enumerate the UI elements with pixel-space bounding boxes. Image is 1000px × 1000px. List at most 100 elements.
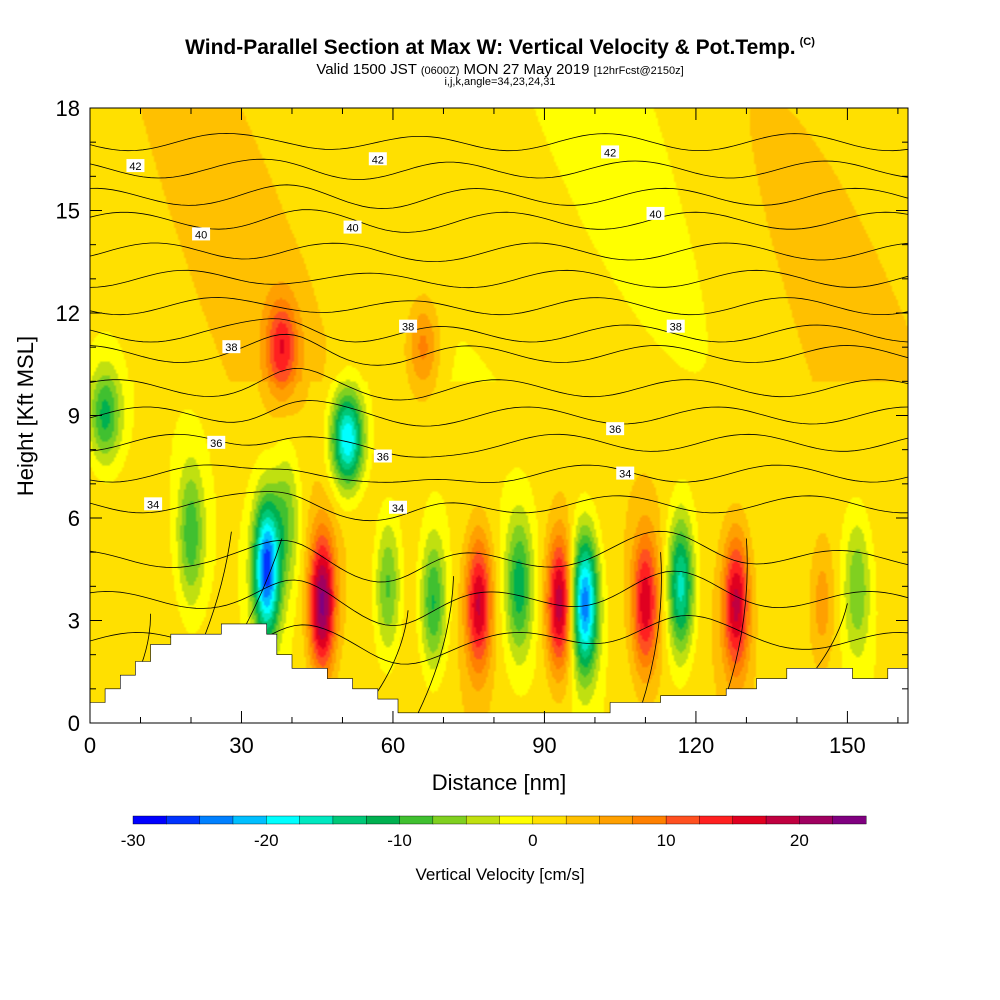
colorbar-title: Vertical Velocity [cm/s] <box>415 865 584 884</box>
theta-label: 36 <box>606 422 625 436</box>
svg-text:38: 38 <box>225 342 237 354</box>
theta-label: 42 <box>368 152 387 166</box>
chart-title: Wind-Parallel Section at Max W: Vertical… <box>185 36 815 59</box>
y-tick-label: 6 <box>68 506 80 531</box>
x-tick-label: 60 <box>381 733 405 758</box>
svg-text:34: 34 <box>619 469 631 481</box>
colorbar-tick-label: 20 <box>790 831 809 850</box>
theta-label: 40 <box>192 227 211 241</box>
chart-subtitle: Valid 1500 JST (0600Z) MON 27 May 2019 [… <box>316 61 684 78</box>
colorbar-swatch <box>532 815 567 825</box>
colorbar-swatch <box>599 815 634 825</box>
theta-contour <box>90 570 908 627</box>
colorbar-swatch <box>699 815 734 825</box>
colorbar: -30 -20 -10 0 10 20 <box>121 815 867 850</box>
svg-text:42: 42 <box>129 161 141 173</box>
theta-contour <box>90 297 908 316</box>
terrain-mask <box>89 623 909 724</box>
theta-label: 36 <box>373 449 392 464</box>
svg-text:42: 42 <box>372 154 384 166</box>
theta-contour <box>90 184 908 209</box>
theta-label: 34 <box>389 500 408 515</box>
theta-label: 34 <box>144 497 163 511</box>
colorbar-tick-label: 10 <box>657 831 676 850</box>
theta-contour <box>90 132 908 152</box>
theta-contour <box>90 400 908 427</box>
colorbar-swatch <box>632 815 667 825</box>
colorbar-tick-label: -30 <box>121 831 146 850</box>
theta-label: 34 <box>616 466 635 481</box>
theta-contour <box>90 209 908 233</box>
theta-label: 40 <box>646 206 665 221</box>
svg-text:40: 40 <box>649 209 661 221</box>
colorbar-swatch <box>299 815 334 825</box>
svg-text:36: 36 <box>210 438 222 450</box>
colorbar-swatch <box>499 815 534 825</box>
colorbar-tick-label: -20 <box>254 831 279 850</box>
theta-contour <box>90 464 908 483</box>
y-axis-title: Height [Kft MSL] <box>13 336 38 496</box>
x-tick-label: 150 <box>829 733 866 758</box>
svg-text:34: 34 <box>392 503 404 515</box>
colorbar-swatch <box>665 815 700 825</box>
colorbar-swatch <box>332 815 367 825</box>
svg-text:34: 34 <box>147 499 159 511</box>
svg-text:40: 40 <box>195 229 207 241</box>
y-tick-label: 3 <box>68 609 80 634</box>
theta-contour <box>90 158 908 180</box>
theta-label: 42 <box>601 145 620 159</box>
theta-label: 36 <box>207 435 226 450</box>
x-tick-label: 120 <box>678 733 715 758</box>
colorbar-tick-label: 0 <box>528 831 537 850</box>
colorbar-swatch <box>266 815 301 825</box>
theta-label: 42 <box>126 159 145 173</box>
theta-contour <box>640 552 662 710</box>
title-mark: (C) <box>799 36 815 48</box>
x-tick-label: 30 <box>229 733 253 758</box>
colorbar-swatch <box>465 815 500 825</box>
colorbar-swatch <box>399 815 434 825</box>
colorbar-tick-label: -10 <box>387 831 412 850</box>
colorbar-swatch <box>732 815 767 825</box>
y-tick-label: 15 <box>56 199 80 224</box>
x-tick-label: 90 <box>532 733 556 758</box>
svg-text:36: 36 <box>609 424 621 436</box>
svg-text:38: 38 <box>670 322 682 334</box>
svg-text:38: 38 <box>402 322 414 334</box>
theta-contour <box>417 576 454 713</box>
colorbar-swatch <box>432 815 467 825</box>
x-axis-title: Distance [nm] <box>432 770 567 795</box>
y-tick-label: 0 <box>68 711 80 736</box>
theta-contour <box>725 538 748 696</box>
y-tick-label: 18 <box>56 96 80 121</box>
potential-temperature-contours <box>90 132 908 713</box>
colorbar-swatch <box>366 815 401 825</box>
theta-contour <box>90 333 908 366</box>
theta-contour <box>90 367 908 401</box>
theta-label: 38 <box>666 319 685 334</box>
theta-label: 38 <box>222 340 241 354</box>
svg-text:42: 42 <box>604 147 616 159</box>
theta-contour <box>90 433 908 458</box>
theta-contour <box>90 242 908 263</box>
svg-text:40: 40 <box>346 223 358 235</box>
colorbar-swatch <box>166 815 201 825</box>
theta-contour <box>90 318 908 343</box>
theta-label: 38 <box>399 319 418 334</box>
colorbar-swatch <box>232 815 267 825</box>
colorbar-swatch <box>132 815 167 825</box>
contour-labels: 34 34 34 36 36 36 38 38 38 40 40 40 42 42 42 <box>126 145 685 515</box>
colorbar-swatch <box>199 815 234 825</box>
colorbar-swatch <box>799 815 834 825</box>
y-tick-label: 12 <box>56 301 80 326</box>
x-tick-label: 0 <box>84 733 96 758</box>
colorbar-swatch <box>832 815 867 825</box>
y-tick-label: 9 <box>68 404 80 429</box>
theta-contour <box>90 530 908 583</box>
theta-contour <box>90 491 908 522</box>
chart-indices: i,j,k,angle=34,23,24,31 <box>444 76 556 88</box>
vertical-velocity-field <box>90 108 908 723</box>
svg-text:36: 36 <box>377 452 389 464</box>
